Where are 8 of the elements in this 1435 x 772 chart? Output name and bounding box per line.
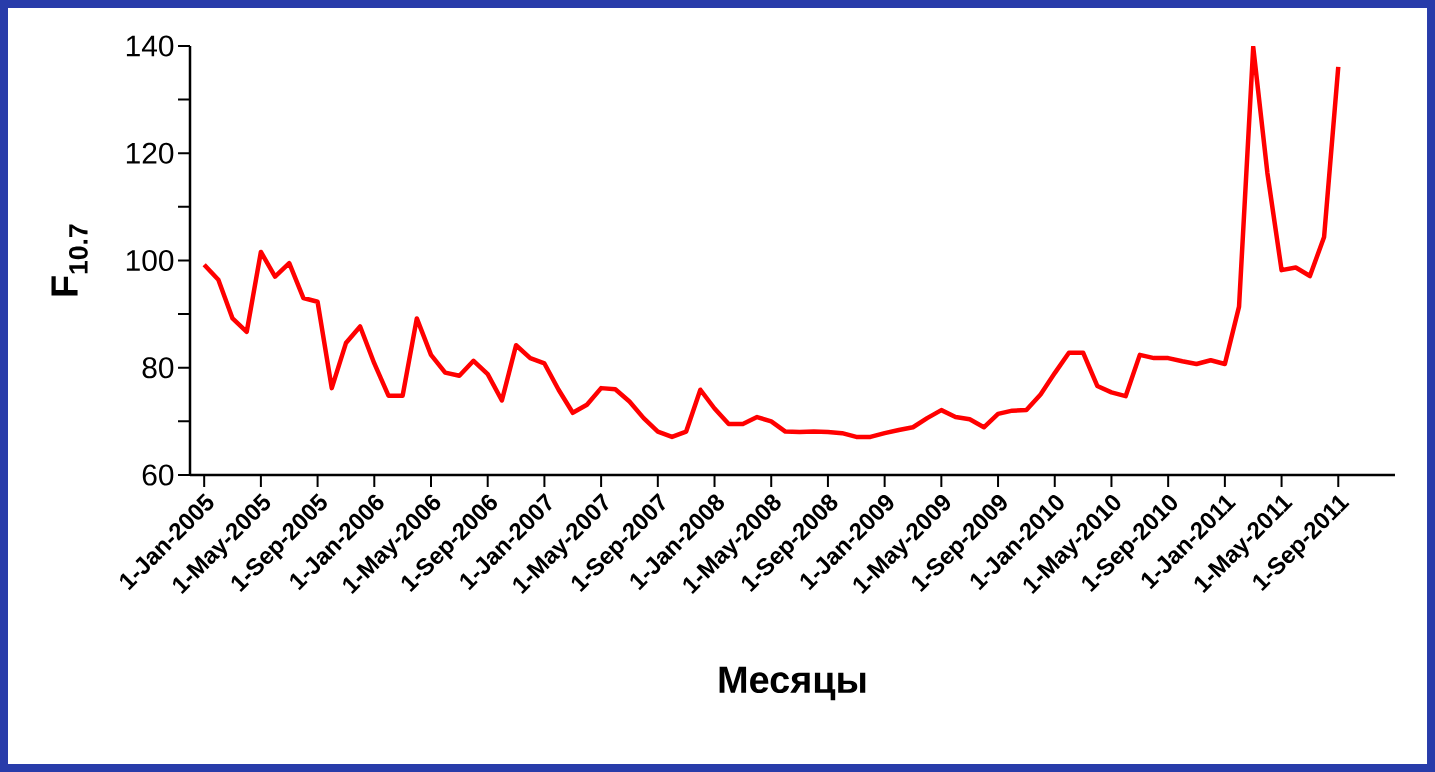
- y-axis-title: F$_{10.7}$: [51, 224, 88, 296]
- y-tick-label: 140: [126, 35, 174, 57]
- y-tick-label: 60: [142, 464, 174, 486]
- line-series: [201, 45, 1341, 440]
- y-tick-label: 100: [126, 249, 174, 272]
- y-tick-label: 120: [126, 142, 174, 164]
- y-tick-label: 80: [142, 357, 174, 379]
- x-axis-title: Месяцы: [719, 666, 866, 701]
